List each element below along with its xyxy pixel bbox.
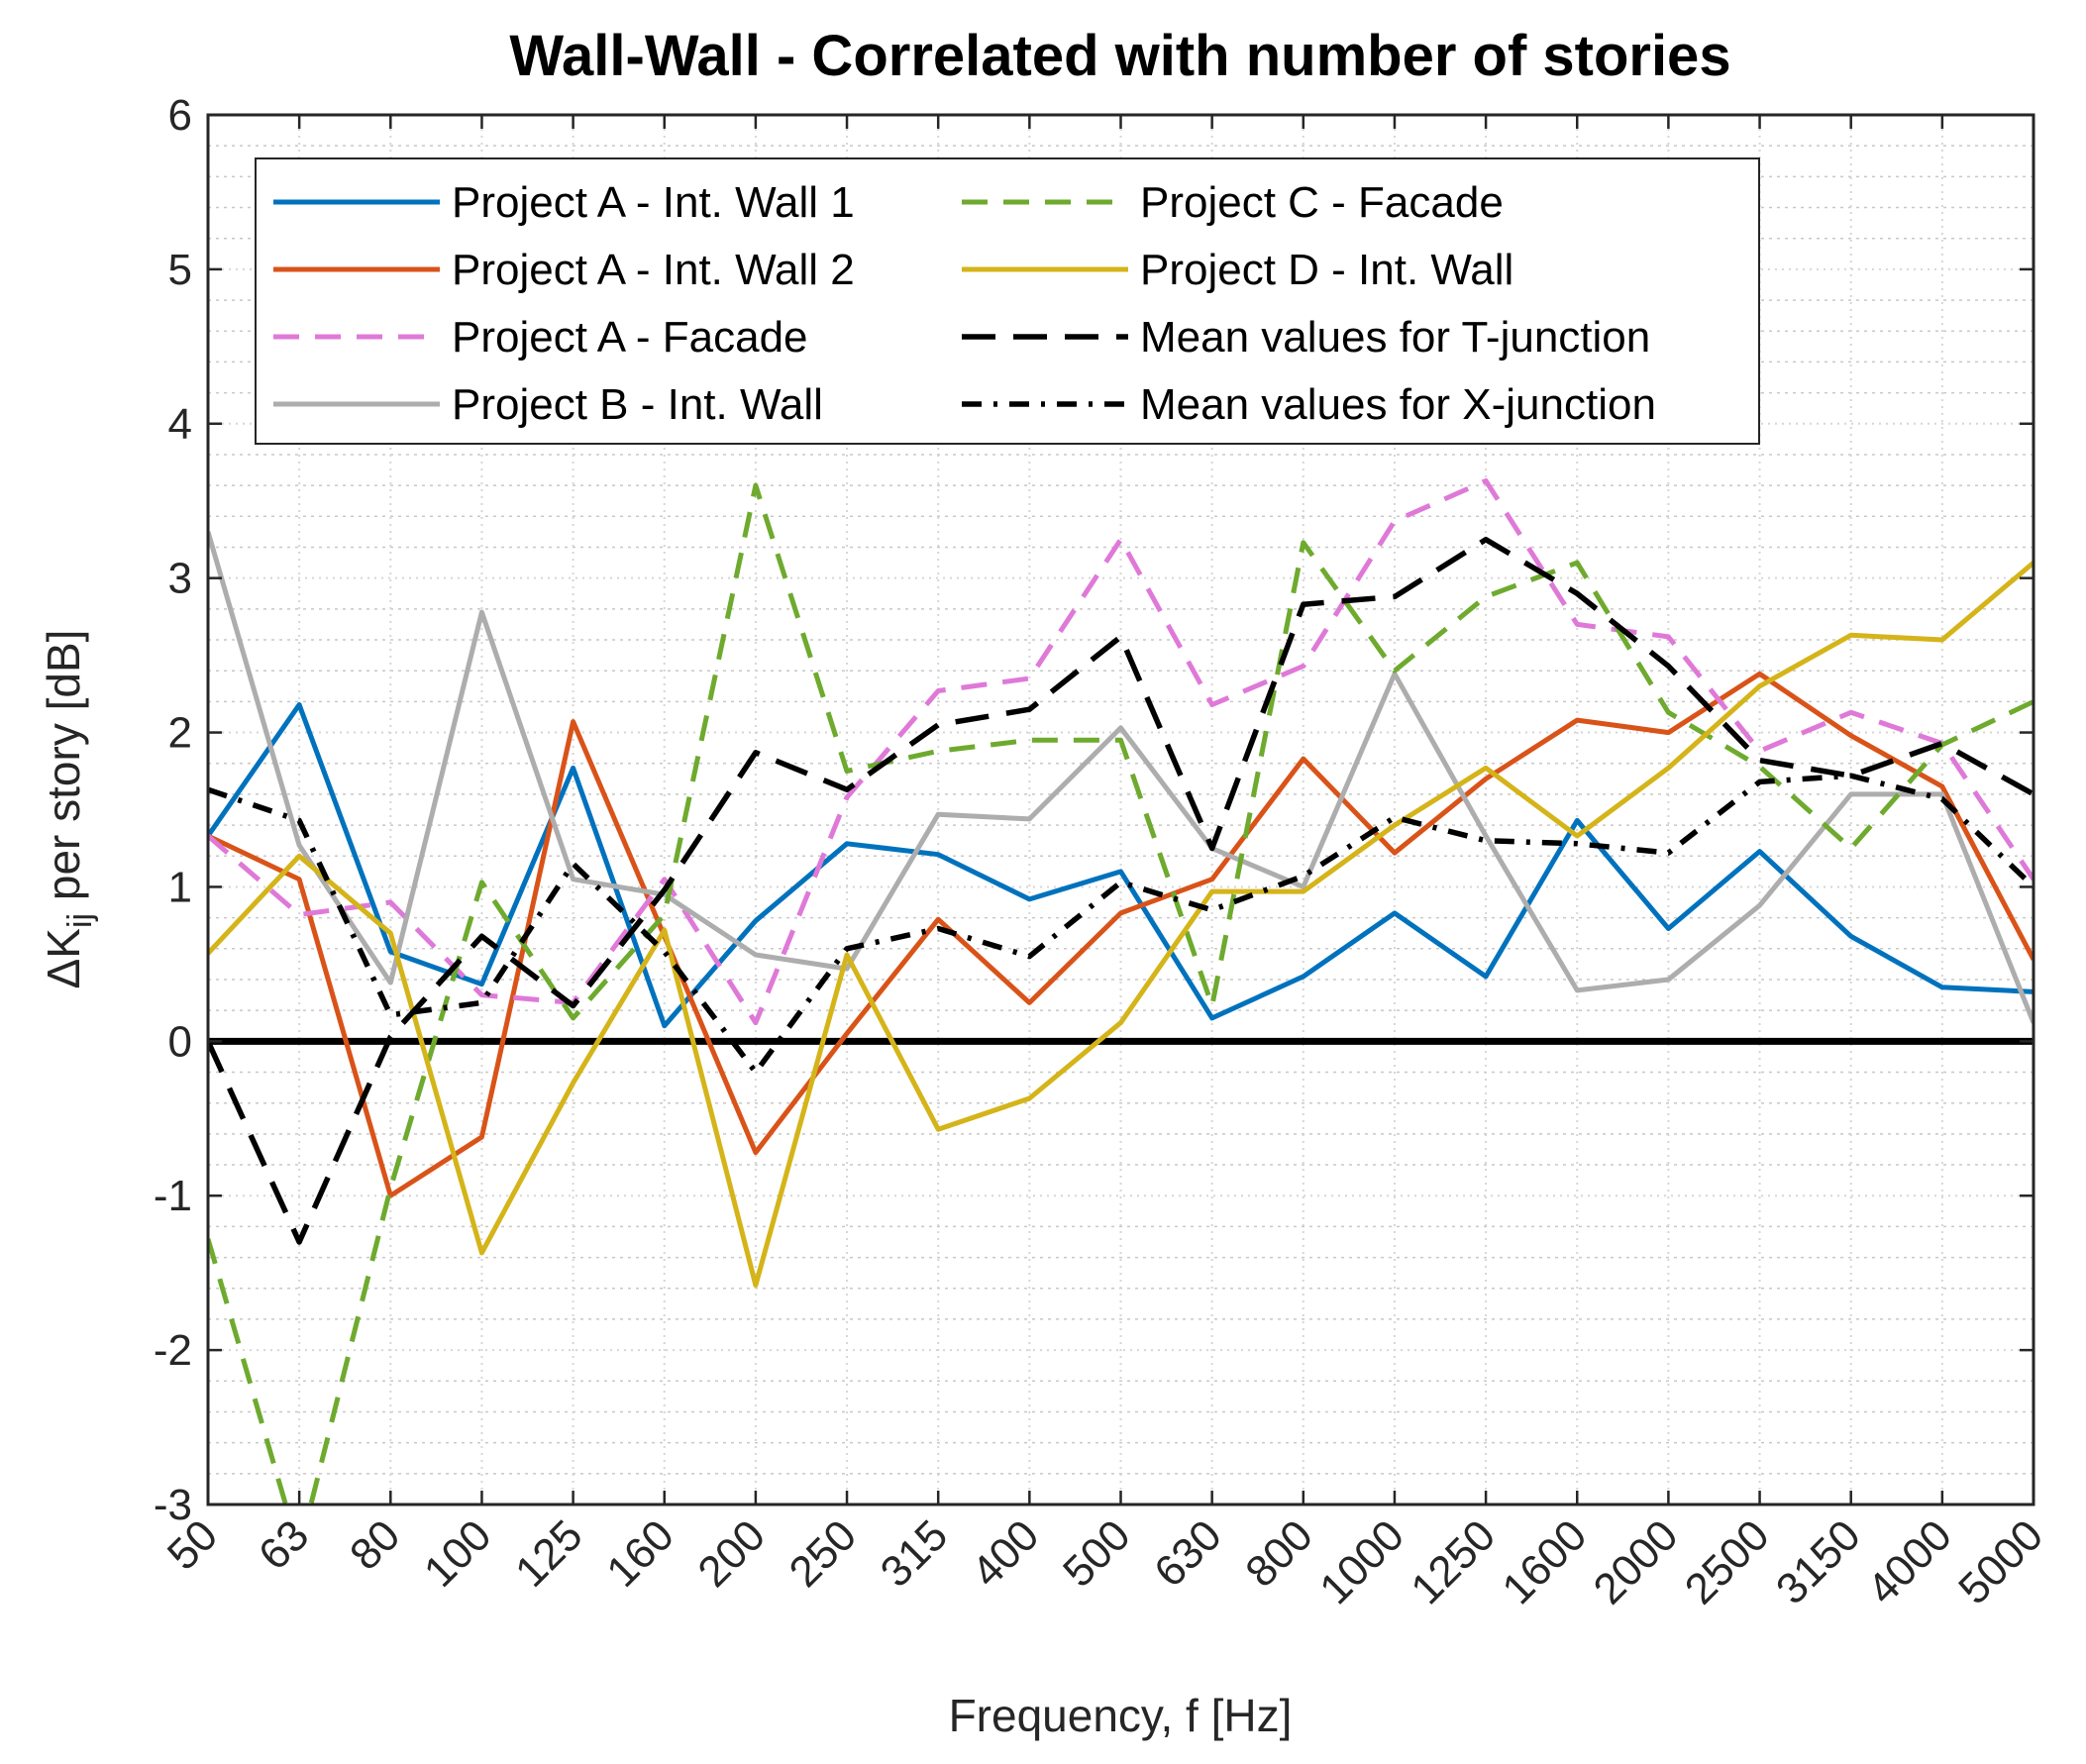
y-tick-label: 3 xyxy=(168,555,192,603)
series-2 xyxy=(208,671,2034,1198)
ticks xyxy=(206,113,2035,1506)
legend-label: Project A - Int. Wall 2 xyxy=(452,246,855,294)
legend-label: Project A - Facade xyxy=(452,313,808,362)
y-tick-label: 4 xyxy=(168,400,192,449)
y-axis-label-prefix: ΔK xyxy=(38,928,89,989)
legend-label: Project B - Int. Wall xyxy=(452,380,823,429)
y-tick-label: 1 xyxy=(168,863,192,911)
y-axis-label: ΔKij per story [dB] xyxy=(38,630,99,989)
y-tick-label: -2 xyxy=(154,1326,192,1375)
legend-label: Project A - Int. Wall 1 xyxy=(452,178,855,227)
legend-label: Project C - Facade xyxy=(1140,178,1504,227)
legend-item: Mean values for X-junction xyxy=(962,380,1656,429)
legend-label: Project D - Int. Wall xyxy=(1140,246,1513,294)
legend-box xyxy=(255,157,1760,445)
series-group xyxy=(208,478,2034,1505)
series-line xyxy=(208,773,2034,1076)
y-tick-labels: -3 -2 -1 0 1 2 3 4 5 6 xyxy=(154,91,192,1529)
legend-item: Project C - Facade xyxy=(962,178,1504,227)
y-tick-label: 6 xyxy=(168,91,192,140)
legend: Project A - Int. Wall 1 Project A - Int. … xyxy=(255,157,1760,445)
y-tick-label: -1 xyxy=(154,1172,192,1220)
y-axis-label-subscript: ij xyxy=(61,913,99,928)
legend-item: Mean values for T-junction xyxy=(962,313,1650,362)
legend-item: Project A - Int. Wall 2 xyxy=(273,246,855,294)
legend-item: Project B - Int. Wall xyxy=(273,380,823,429)
legend-item: Project A - Int. Wall 1 xyxy=(273,178,855,227)
legend-items: Project A - Int. Wall 1 Project A - Int. … xyxy=(273,178,1656,429)
legend-label: Mean values for T-junction xyxy=(1140,313,1650,362)
legend-label: Mean values for X-junction xyxy=(1140,380,1656,429)
chart-title: Wall-Wall - Correlated with number of st… xyxy=(509,24,1730,88)
y-axis-label-suffix: per story [dB] xyxy=(38,630,89,913)
series-line xyxy=(208,536,2034,1245)
legend-item: Project A - Facade xyxy=(273,313,808,362)
legend-item: Project D - Int. Wall xyxy=(962,246,1513,294)
series-8 xyxy=(208,773,2034,1076)
y-tick-label: 5 xyxy=(168,246,192,294)
y-tick-label: -3 xyxy=(154,1481,192,1529)
x-axis-label: Frequency, f [Hz] xyxy=(949,1690,1293,1741)
y-tick-label: 0 xyxy=(168,1017,192,1066)
y-tick-label: 2 xyxy=(168,709,192,758)
series-1 xyxy=(208,702,2034,1029)
